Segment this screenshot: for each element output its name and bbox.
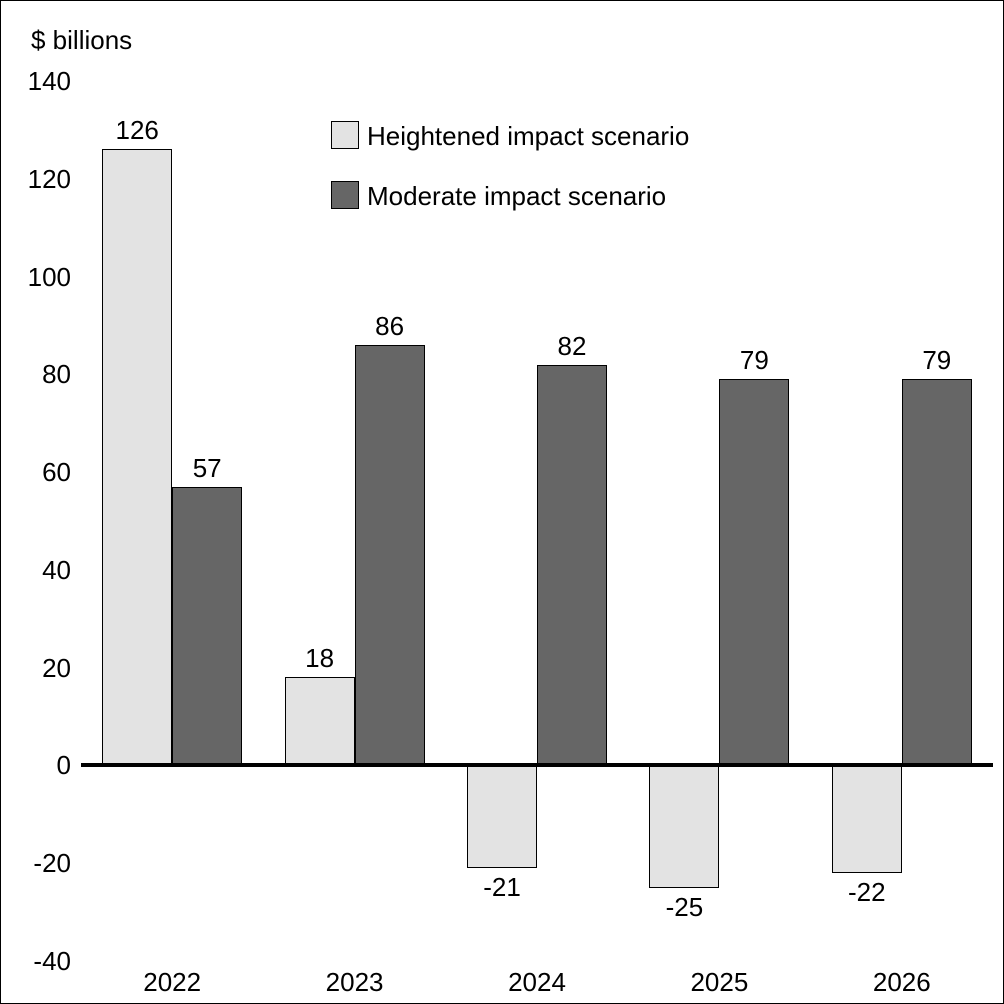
x-tick-label: 2024 bbox=[446, 967, 628, 998]
y-tick-label: 40 bbox=[1, 555, 79, 586]
bar-value-label: -25 bbox=[649, 892, 719, 923]
y-tick-label: -40 bbox=[1, 946, 79, 977]
legend-swatch bbox=[331, 121, 359, 149]
y-tick-label: 120 bbox=[1, 164, 79, 195]
bar-value-label: 82 bbox=[537, 331, 607, 362]
y-tick-label: 0 bbox=[1, 750, 79, 781]
bar-value-label: -21 bbox=[467, 872, 537, 903]
bar-value-label: 126 bbox=[102, 115, 172, 146]
bar-value-label: 79 bbox=[719, 345, 789, 376]
bar-heightened bbox=[102, 149, 172, 765]
bar-moderate bbox=[355, 345, 425, 765]
y-tick-label: -20 bbox=[1, 848, 79, 879]
chart-container: $ billions -40 -20 0 20 40 60 80 100 120 140 126 57 1… bbox=[0, 0, 1004, 1004]
x-tick-label: 2023 bbox=[263, 967, 445, 998]
bar-heightened bbox=[649, 765, 719, 887]
legend-swatch bbox=[331, 181, 359, 209]
bar-value-label: 79 bbox=[902, 345, 972, 376]
bar-heightened bbox=[467, 765, 537, 868]
zero-line bbox=[81, 763, 993, 767]
y-axis-title: $ billions bbox=[31, 25, 132, 56]
y-tick-label: 20 bbox=[1, 653, 79, 684]
y-tick-label: 80 bbox=[1, 359, 79, 390]
legend-label: Moderate impact scenario bbox=[367, 181, 666, 212]
bar-value-label: 86 bbox=[355, 311, 425, 342]
bar-value-label: 18 bbox=[285, 643, 355, 674]
bar-heightened bbox=[832, 765, 902, 873]
x-tick-label: 2022 bbox=[81, 967, 263, 998]
y-tick-label: 60 bbox=[1, 457, 79, 488]
bar-moderate bbox=[719, 379, 789, 765]
bar-value-label: -22 bbox=[832, 877, 902, 908]
x-tick-label: 2025 bbox=[628, 967, 810, 998]
legend-label: Heightened impact scenario bbox=[367, 121, 689, 152]
y-tick-label: 140 bbox=[1, 66, 79, 97]
bar-heightened bbox=[285, 677, 355, 765]
y-tick-label: 100 bbox=[1, 262, 79, 293]
bar-moderate bbox=[537, 365, 607, 766]
bar-value-label: 57 bbox=[172, 453, 242, 484]
x-tick-label: 2026 bbox=[811, 967, 993, 998]
bar-moderate bbox=[902, 379, 972, 765]
bar-moderate bbox=[172, 487, 242, 766]
